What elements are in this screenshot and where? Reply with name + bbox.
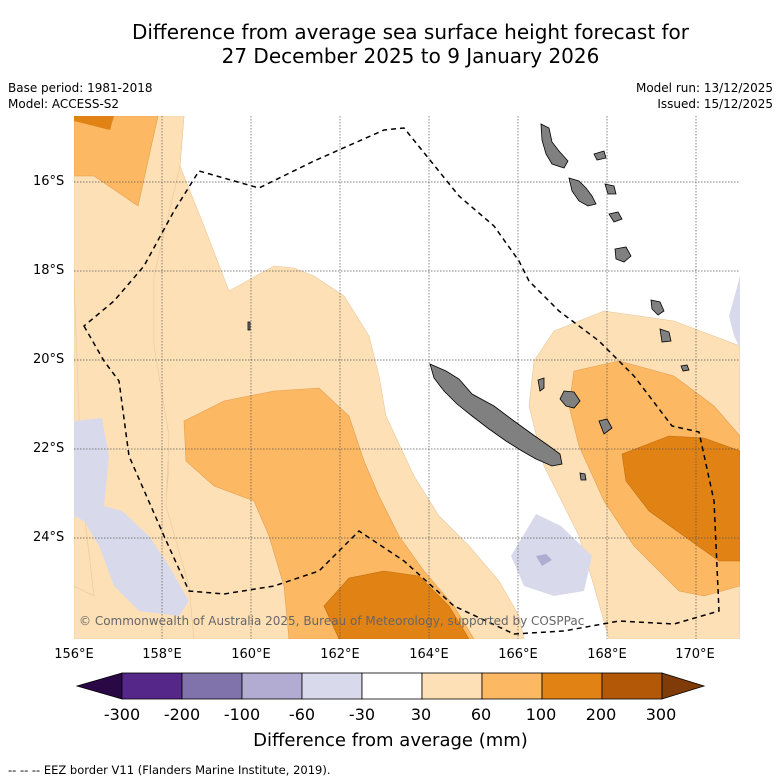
lat-label: 24°S	[33, 530, 65, 545]
eez-border	[83, 127, 720, 635]
title-line-1: Difference from average sea surface heig…	[131, 20, 690, 44]
vanuatu-erromango	[614, 246, 632, 263]
lon-label: 164°E	[409, 647, 449, 662]
colorbar-segment	[481, 672, 543, 700]
colorbar-segment	[601, 672, 663, 700]
colorbar-segment	[541, 672, 603, 700]
lon-label: 168°E	[587, 647, 627, 662]
meta-left: Base period: 1981-2018 Model: ACCESS-S2	[8, 80, 153, 112]
lat-label: 18°S	[33, 263, 65, 278]
anomaly-band-neg30-60-south	[511, 514, 592, 596]
loyalty-ouvea	[537, 377, 545, 392]
anomaly-band-neg60-100-spot	[536, 554, 552, 566]
colorbar-low-arrow	[76, 672, 123, 700]
colorbar-label: 30	[410, 705, 432, 724]
colorbar-segment	[361, 672, 423, 700]
vanuatu-malekula	[568, 177, 597, 207]
model-run: Model run: 13/12/2025	[635, 81, 773, 95]
colorbar-label: 60	[470, 705, 492, 724]
colorbar-label: -200	[163, 705, 201, 724]
anomaly-band-100-200-east	[621, 435, 740, 562]
colorbar-label: -60	[288, 705, 316, 724]
colorbar-label: 100	[525, 705, 557, 724]
base-period: Base period: 1981-2018	[8, 81, 153, 95]
lon-label: 162°E	[320, 647, 360, 662]
vanuatu-small-1	[593, 150, 607, 161]
matthew-hunter-2	[659, 328, 672, 343]
loyalty-mare	[598, 418, 613, 435]
title-line-2: 27 December 2025 to 9 January 2026	[221, 44, 600, 68]
anomaly-band-neg30-60-northeast	[729, 276, 740, 348]
lon-label: 170°E	[675, 647, 715, 662]
lon-label: 158°E	[142, 647, 182, 662]
model-name: Model: ACCESS-S2	[8, 97, 120, 111]
colorbar-segment	[181, 672, 243, 700]
colorbar-segment	[121, 672, 183, 700]
vanuatu-efate	[608, 211, 623, 223]
vanuatu-espiritu-santo	[540, 123, 569, 169]
colorbar-label: -30	[348, 705, 376, 724]
colorbar-label: -100	[223, 705, 261, 724]
lon-label: 166°E	[498, 647, 538, 662]
colorbar	[76, 672, 706, 700]
issued-date: Issued: 15/12/2025	[657, 97, 773, 111]
lat-label: 22°S	[33, 441, 65, 456]
lat-label: 16°S	[33, 174, 65, 189]
colorbar-segment	[241, 672, 303, 700]
new-caledonia	[429, 363, 563, 467]
matthew-hunter-1	[650, 299, 665, 316]
lon-label: 156°E	[54, 647, 94, 662]
anomaly-band-100-200-corner	[74, 116, 114, 130]
vanuatu-small-2	[604, 183, 617, 195]
eez-footnote: -- -- -- EEZ border V11 (Flanders Marine…	[8, 763, 331, 777]
colorbar-high-arrow	[661, 672, 706, 700]
islet-chesterfield	[247, 321, 251, 331]
anomaly-band-100-200-south	[323, 570, 470, 639]
land-masses	[247, 123, 690, 481]
colorbar-label: 300	[645, 705, 677, 724]
lon-label: 160°E	[231, 647, 271, 662]
loyalty-lifou	[559, 390, 581, 409]
colorbar-title: Difference from average (mm)	[253, 730, 528, 751]
colorbar-label: 200	[585, 705, 617, 724]
lat-label: 20°S	[33, 352, 65, 367]
anomaly-map	[74, 116, 740, 639]
islet-east	[680, 364, 690, 372]
lat-gridlines	[74, 181, 740, 539]
colorbar-label: -300	[103, 705, 141, 724]
meta-right: Model run: 13/12/2025 Issued: 15/12/2025	[636, 80, 773, 112]
islet-south	[579, 472, 587, 481]
anomaly-band-60-100-northwest	[74, 116, 159, 207]
lon-gridlines	[161, 116, 697, 639]
colorbar-segment	[421, 672, 483, 700]
chart-title: Difference from average sea surface heig…	[0, 20, 781, 68]
colorbar-segment	[301, 672, 363, 700]
anomaly-band-neg30-60-west	[74, 418, 189, 616]
copyright-credit: © Commonwealth of Australia 2025, Bureau…	[79, 614, 585, 628]
